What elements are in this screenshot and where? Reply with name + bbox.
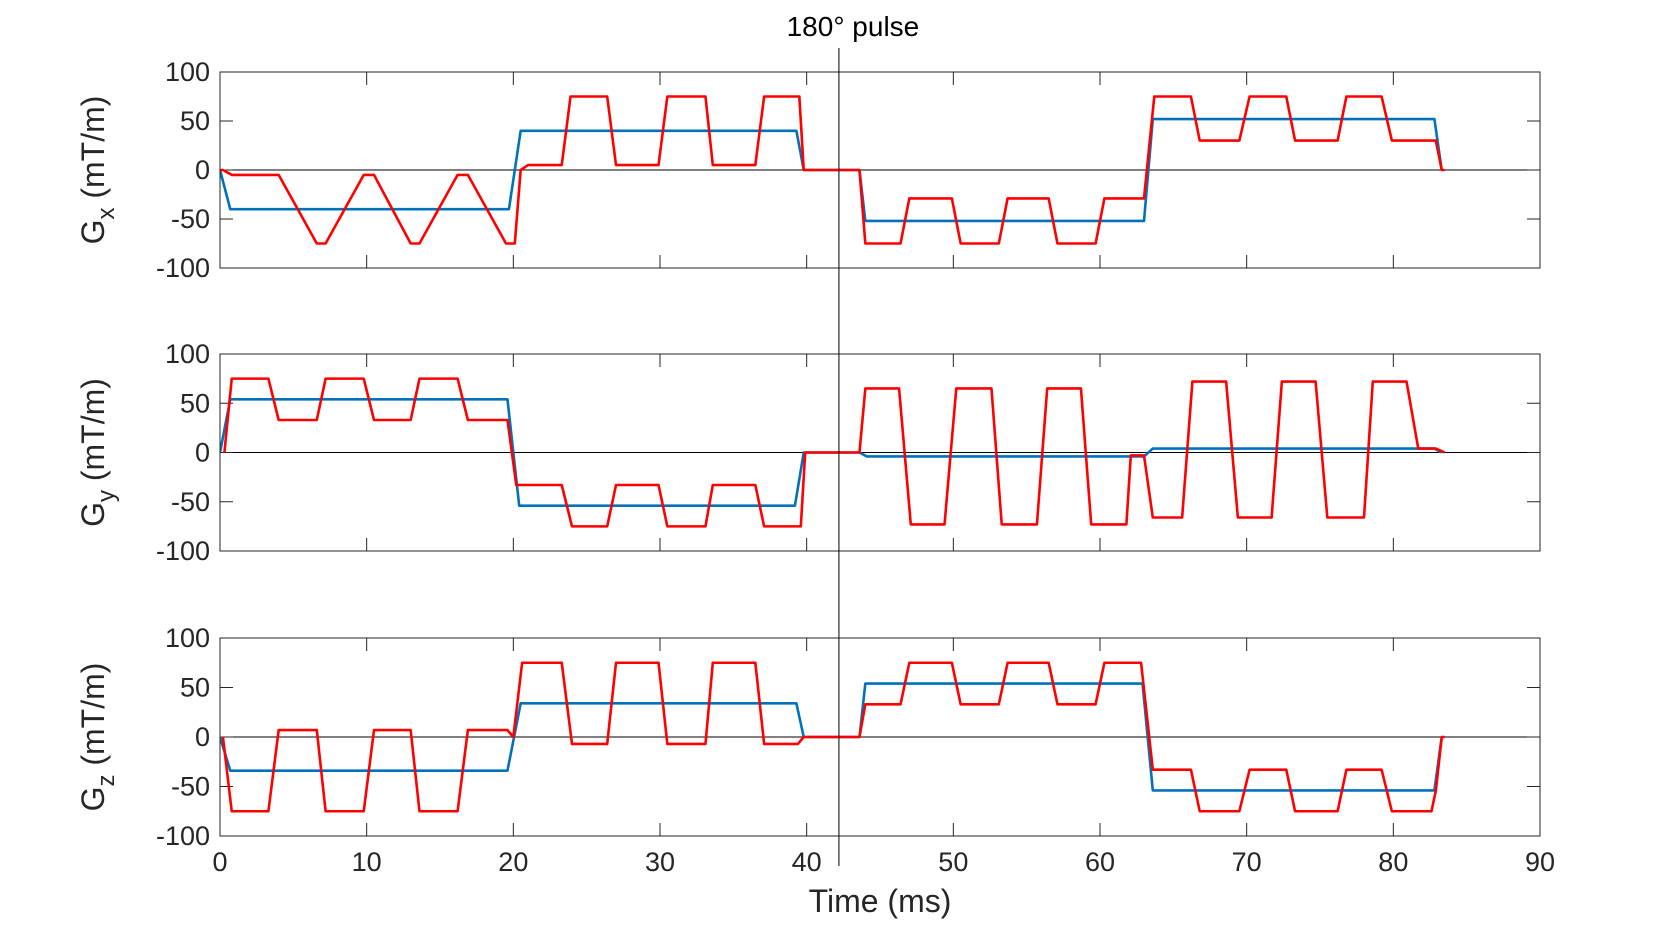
y-label-main-gx: G: [75, 220, 111, 245]
x-tick-label-6: 60: [1085, 847, 1115, 877]
y-label-sub-gz: z: [93, 775, 120, 787]
plots-layer: 100 50 0 -50 -100 Gx (mT/m) 100 50 0 -50 -100 Gy (m…: [75, 57, 1541, 851]
series-red-gx: [220, 95, 1445, 245]
overlay-layer: 0 10 20 30 40 50 60 70 80 90 Time (ms) 180° pulse: [212, 11, 1555, 919]
x-tick-label-7: 70: [1232, 847, 1262, 877]
y-tick-label-gz-4: -100: [156, 821, 210, 851]
y-tick-label-gy-3: -50: [171, 487, 210, 517]
series-red-gy: [223, 377, 1446, 528]
y-label-sub-gy: y: [93, 490, 120, 502]
y-tick-label-gx-2: 0: [195, 155, 210, 185]
y-label-sub-gx: x: [93, 208, 120, 220]
panel-gz: 100 50 0 -50 -100 Gz (mT/m): [75, 623, 1541, 851]
x-tick-label-5: 50: [938, 847, 968, 877]
x-tick-label-4: 40: [792, 847, 822, 877]
y-axis-label-gz: Gz (mT/m): [75, 663, 120, 812]
y-label-units-gz: (mT/m): [75, 663, 111, 775]
y-label-units-gx: (mT/m): [75, 96, 111, 208]
y-axis-label-gy: Gy (mT/m): [75, 378, 120, 527]
y-tick-label-gy-1: 50: [180, 388, 210, 418]
series-red-gz: [221, 661, 1445, 813]
axes-frame-gz: [219, 637, 1541, 837]
x-tick-label-3: 30: [645, 847, 675, 877]
panel-gx: 100 50 0 -50 -100 Gx (mT/m): [75, 57, 1541, 283]
y-axis-label-gx: Gx (mT/m): [75, 96, 120, 245]
y-label-units-gy: (mT/m): [75, 378, 111, 490]
y-tick-label-gz-0: 100: [165, 623, 210, 653]
y-tick-label-gy-2: 0: [195, 438, 210, 468]
panel-gy: 100 50 0 -50 -100 Gy (mT/m): [75, 339, 1541, 566]
y-label-main-gz: G: [75, 787, 111, 812]
y-label-main-gy: G: [75, 502, 111, 527]
y-tick-label-gz-1: 50: [180, 673, 210, 703]
pulse-marker-label: 180° pulse: [787, 11, 920, 42]
x-tick-label-2: 20: [498, 847, 528, 877]
axes-frame-gy: [219, 353, 1541, 552]
x-tick-label-8: 80: [1378, 847, 1408, 877]
y-tick-label-gx-0: 100: [165, 57, 210, 87]
x-axis-label: Time (ms): [809, 883, 952, 919]
y-tick-label-gy-4: -100: [156, 536, 210, 566]
y-tick-label-gx-1: 50: [180, 106, 210, 136]
x-tick-label-1: 10: [352, 847, 382, 877]
y-tick-label-gx-4: -100: [156, 253, 210, 283]
y-tick-label-gx-3: -50: [171, 204, 210, 234]
y-tick-label-gy-0: 100: [165, 339, 210, 369]
y-tick-label-gz-3: -50: [171, 772, 210, 802]
y-tick-label-gz-2: 0: [195, 722, 210, 752]
axes-frame-gx: [219, 71, 1541, 269]
x-tick-label-9: 90: [1525, 847, 1555, 877]
x-tick-label-0: 0: [212, 847, 227, 877]
